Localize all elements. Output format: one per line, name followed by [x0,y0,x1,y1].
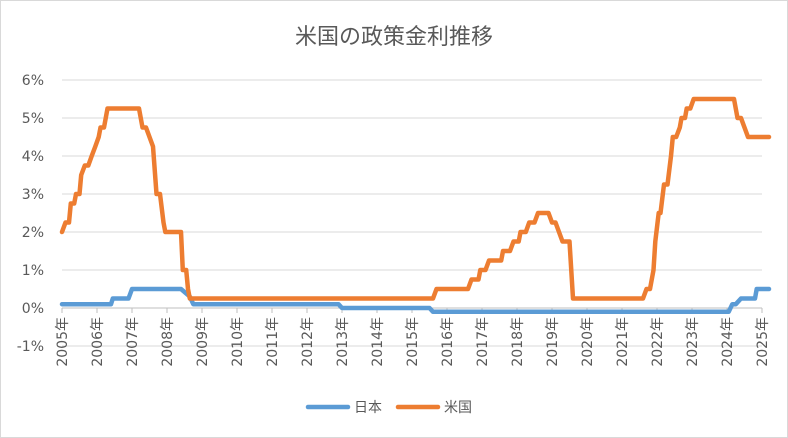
x-tick-label: 2010年 [230,317,246,367]
series-lines [59,96,772,315]
series-line-0 [59,286,772,315]
x-tick-label: 2014年 [370,317,386,367]
x-tick-label: 2006年 [90,317,106,367]
x-tick-label: 2012年 [300,317,316,367]
x-tick-label: 2023年 [685,317,701,367]
y-tick-label: 1% [22,263,44,279]
x-tick-label: 2008年 [160,317,176,367]
x-tick-label: 2015年 [405,317,421,367]
chart-title: 米国の政策金利推移 [295,25,493,50]
x-tick-label: 2019年 [545,317,561,367]
y-tick-label: 4% [22,149,44,165]
y-tick-label: -1% [17,339,44,355]
y-axis-ticks: 6% 5% 4% 3% 2% 1% 0% -1% [17,73,44,355]
legend-label-0: 日本 [354,400,382,416]
x-tick-label: 2017年 [475,317,491,367]
x-tick-label: 2025年 [755,317,771,367]
x-tick-label: 2007年 [125,317,141,367]
y-tick-label: 6% [22,73,44,89]
x-tick-label: 2016年 [440,317,456,367]
x-tick-label: 2022年 [650,317,666,367]
legend: 日本 米国 [305,400,472,416]
x-tick-label: 2011年 [265,317,281,367]
x-tick-label: 2021年 [615,317,631,367]
y-tick-label: 3% [22,187,44,203]
x-tick-label: 2013年 [335,317,351,367]
x-axis-ticks: 2005年 2006年 2007年 2008年 2009年 2010年 2011年 2012年… [55,308,771,367]
x-tick-label: 2018年 [510,317,526,367]
y-tick-label: 0% [22,301,44,317]
legend-label-1: 米国 [444,400,472,416]
x-tick-label: 2020年 [580,317,596,367]
x-tick-label: 2005年 [55,317,71,367]
x-tick-label: 2009年 [195,317,211,367]
x-tick-label: 2024年 [720,317,736,367]
y-tick-label: 2% [22,225,44,241]
y-tick-label: 5% [22,111,44,127]
series-line-1 [59,96,772,301]
